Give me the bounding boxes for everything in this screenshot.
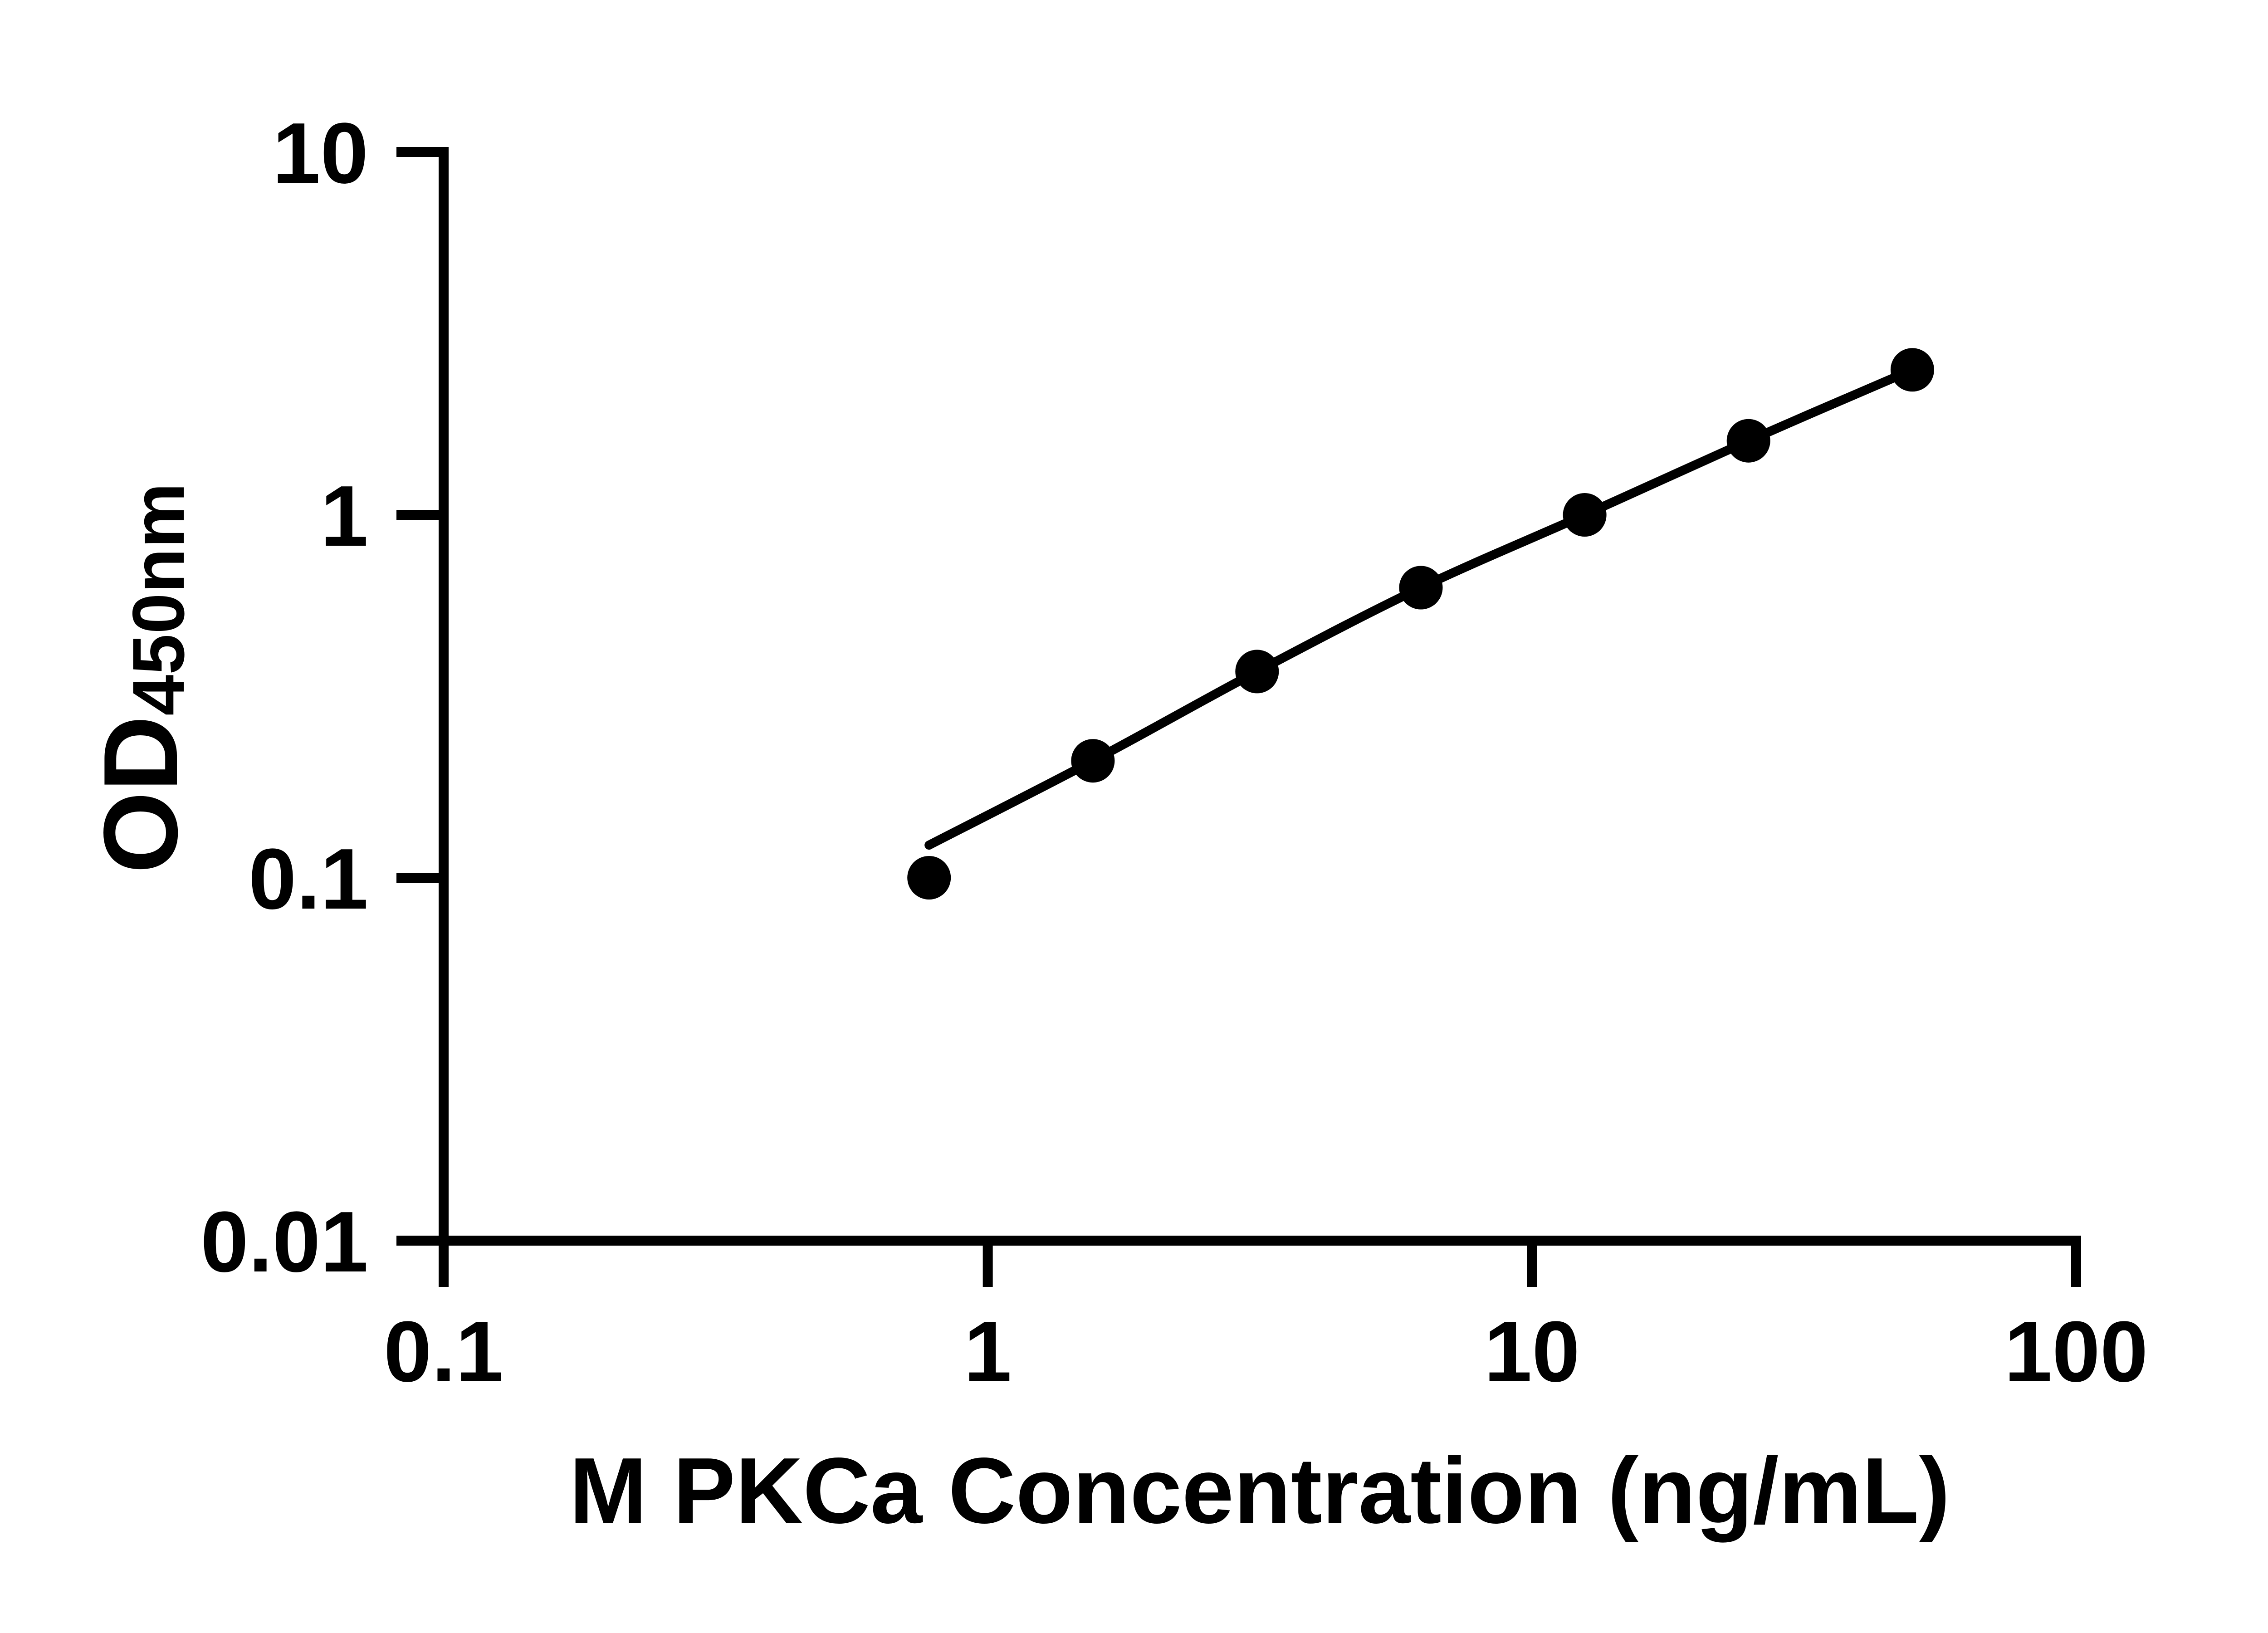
x-tick-label: 1	[964, 1304, 1012, 1400]
data-point	[1071, 739, 1115, 783]
y-axis-label-subscript: 450nm	[117, 483, 200, 715]
x-tick-label: 0.1	[384, 1304, 503, 1400]
y-axis-label: OD450nm	[82, 483, 200, 873]
x-tick-label: 100	[2004, 1304, 2148, 1400]
tick-marks	[396, 147, 2081, 1287]
data-point	[1235, 650, 1279, 694]
axes	[439, 147, 2081, 1287]
y-tick-label: 10	[273, 105, 368, 201]
data-point	[1399, 566, 1443, 610]
data-point	[1563, 493, 1607, 537]
y-tick-label: 0.01	[200, 1194, 368, 1290]
y-tick-label: 1	[320, 468, 368, 564]
data-points	[907, 348, 1934, 900]
y-tick-label: 0.1	[249, 831, 368, 927]
y-axis-label-main: OD	[82, 716, 200, 874]
data-point	[1890, 348, 1934, 392]
data-point	[907, 856, 951, 900]
x-axis-title: M PKCa Concentration (ng/mL)	[569, 1438, 1950, 1543]
x-tick-label: 10	[1484, 1304, 1580, 1400]
data-point	[1726, 419, 1770, 463]
